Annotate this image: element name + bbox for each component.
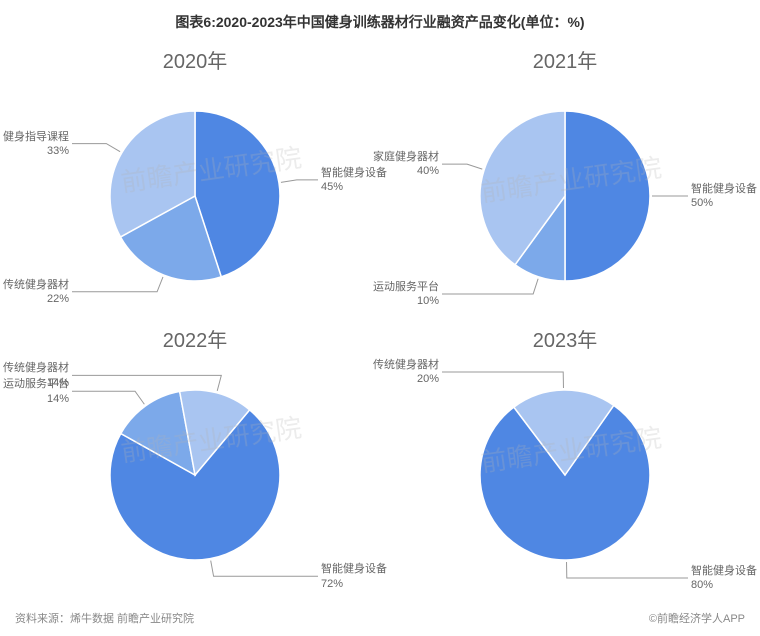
pie-svg: [20, 76, 370, 316]
pie-svg: [390, 355, 740, 595]
pie-svg: [20, 355, 370, 595]
footer: 资料来源：烯牛数据 前瞻产业研究院 ©前瞻经济学人APP: [15, 610, 745, 626]
year-label: 2020年: [163, 45, 228, 74]
pie-svg: [390, 76, 740, 316]
pie-slice: [565, 111, 650, 281]
main-title: 图表6:2020-2023年中国健身训练器材行业融资产品变化(单位：%): [0, 0, 760, 32]
chart-2023: 2023年 智能健身设备80%传统健身器材20%: [380, 316, 750, 595]
charts-grid: 2020年 智能健身设备45%传统健身器材22%健身指导课程33% 2021年 …: [0, 32, 760, 592]
pie-2023: 智能健身设备80%传统健身器材20%: [390, 355, 740, 595]
chart-2021: 2021年 智能健身设备50%运动服务平台10%家庭健身器材40%: [380, 37, 750, 316]
leader-line: [72, 375, 221, 390]
pie-2021: 智能健身设备50%运动服务平台10%家庭健身器材40%: [390, 76, 740, 316]
leader-line: [72, 144, 120, 152]
copyright-text: ©前瞻经济学人APP: [649, 610, 745, 626]
leader-line: [442, 164, 482, 169]
leader-line: [442, 279, 538, 294]
year-label: 2021年: [533, 45, 598, 74]
chart-2020: 2020年 智能健身设备45%传统健身器材22%健身指导课程33%: [10, 37, 380, 316]
source-text: 资料来源：烯牛数据 前瞻产业研究院: [15, 610, 194, 626]
leader-line: [211, 561, 318, 577]
leader-line: [72, 277, 163, 292]
chart-2022: 2022年 智能健身设备72%运动服务平台14%传统健身器材14%: [10, 316, 380, 595]
leader-line: [281, 180, 318, 183]
leader-line: [567, 562, 688, 578]
pie-2022: 智能健身设备72%运动服务平台14%传统健身器材14%: [20, 355, 370, 595]
leader-line: [442, 372, 563, 388]
year-label: 2023年: [533, 324, 598, 353]
year-label: 2022年: [163, 324, 228, 353]
pie-2020: 智能健身设备45%传统健身器材22%健身指导课程33%: [20, 76, 370, 316]
leader-line: [72, 391, 144, 404]
